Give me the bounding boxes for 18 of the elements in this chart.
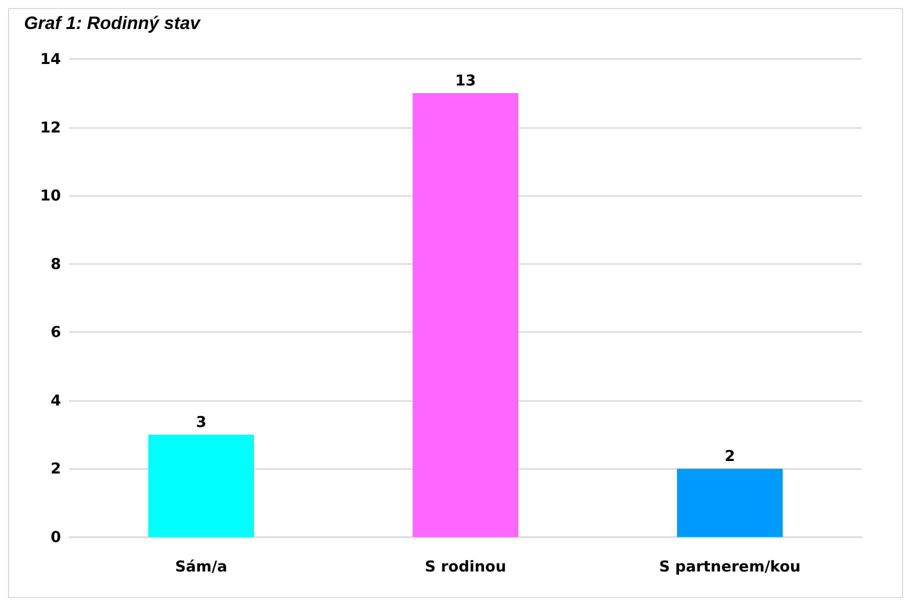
y-tick-label: 14 xyxy=(40,50,61,68)
data-label: 3 xyxy=(196,413,206,432)
x-tick-label: S partnerem/kou xyxy=(659,558,801,576)
chart-title: Graf 1: Rodinný stav xyxy=(24,13,202,33)
x-tick-label: S rodinou xyxy=(424,558,506,576)
bar xyxy=(676,468,783,537)
x-tick-label: Sám/a xyxy=(175,558,228,576)
y-tick-label: 0 xyxy=(50,528,61,546)
y-tick-label: 12 xyxy=(40,118,61,136)
bar xyxy=(412,93,518,537)
data-label: 2 xyxy=(724,447,736,466)
data-label: 13 xyxy=(455,72,476,90)
y-tick-label: 2 xyxy=(50,460,61,478)
y-tick-label: 6 xyxy=(50,323,61,342)
y-tick-label: 4 xyxy=(50,391,61,410)
y-tick-label: 10 xyxy=(40,186,61,205)
y-tick-label: 8 xyxy=(50,254,61,273)
bar xyxy=(148,434,254,537)
